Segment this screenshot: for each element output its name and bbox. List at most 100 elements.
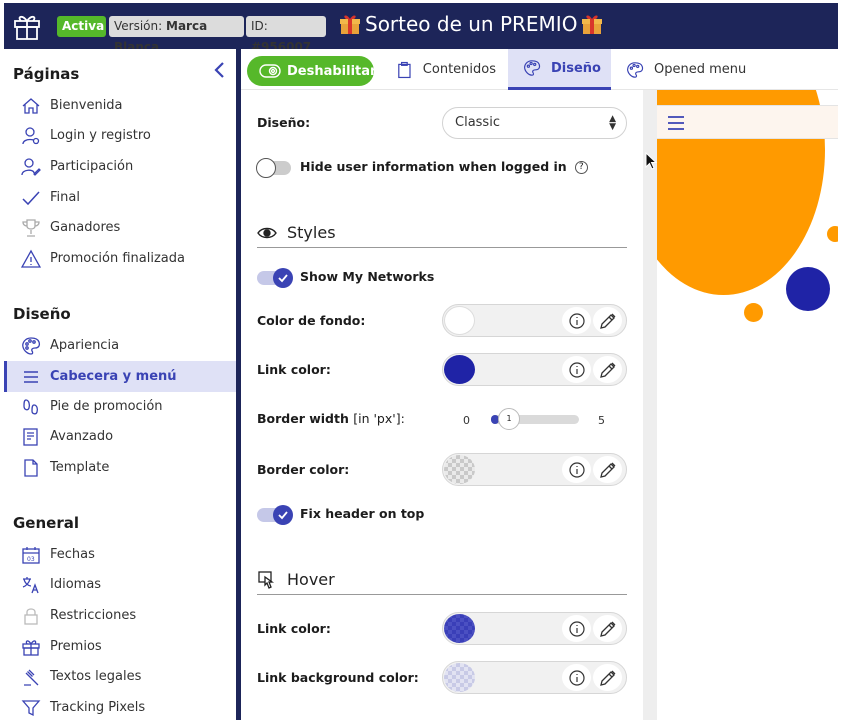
- color-swatch[interactable]: [444, 355, 475, 384]
- slider-fill: [491, 415, 499, 424]
- hide-user-toggle[interactable]: [256, 158, 291, 178]
- range-min: 0: [463, 414, 470, 427]
- hover-link-color-label: Link color:: [257, 621, 331, 636]
- calendar-icon: 03: [22, 547, 40, 564]
- design-select[interactable]: Classic ▲ ▼: [442, 107, 627, 139]
- palette-icon: [22, 337, 41, 355]
- advanced-doc-icon: [23, 428, 38, 446]
- sidebar-item-label: Textos legales: [50, 669, 142, 684]
- show-networks-toggle[interactable]: [257, 268, 293, 288]
- sidebar-item-label: Avanzado: [50, 429, 114, 444]
- gift-icon: [22, 640, 40, 656]
- sidebar-item-label: Premios: [50, 639, 102, 654]
- border-width-slider[interactable]: 1: [491, 408, 579, 430]
- clipboard-icon: [398, 61, 411, 78]
- sidebar-item-premios[interactable]: Premios: [4, 631, 236, 662]
- gift-emoji-icon: [340, 15, 360, 34]
- sidebar-item-idiomas[interactable]: Idiomas: [4, 569, 236, 600]
- select-arrows-icon: ▲ ▼: [609, 114, 616, 132]
- version-badge: Versión: Marca Blanca: [109, 16, 244, 54]
- preview-orange-dot-small: [744, 303, 763, 322]
- bg-color-picker[interactable]: [442, 304, 627, 337]
- tab-diseno[interactable]: Diseño: [508, 49, 611, 90]
- eyedropper-icon[interactable]: [598, 360, 618, 380]
- eye-icon: [257, 227, 277, 238]
- color-swatch[interactable]: [444, 614, 475, 643]
- page-title: Sorteo de un PREMIO: [339, 12, 603, 36]
- mouse-cursor-icon: [645, 152, 658, 170]
- info-icon[interactable]: [567, 311, 587, 331]
- color-swatch[interactable]: [444, 455, 475, 484]
- user-login-icon: [22, 127, 40, 145]
- design-label: Diseño:: [257, 115, 311, 130]
- eyedropper-icon[interactable]: [598, 460, 618, 480]
- sidebar-item-login[interactable]: Login y registro: [4, 120, 236, 151]
- styles-section-title: Styles: [257, 218, 627, 248]
- sidebar-item-tracking-pixels[interactable]: Tracking Pixels: [4, 692, 236, 720]
- hover-section-title: Hover: [257, 565, 627, 595]
- eyedropper-icon[interactable]: [598, 668, 618, 688]
- filter-icon: [21, 700, 41, 717]
- sidebar-item-ganadores[interactable]: Ganadores: [4, 212, 236, 243]
- sidebar-item-label: Fechas: [50, 547, 95, 562]
- palette-icon: [627, 61, 644, 78]
- disable-button[interactable]: Deshabilitar: [247, 56, 376, 86]
- color-swatch[interactable]: [444, 663, 475, 692]
- sidebar-item-bienvenida[interactable]: Bienvenida: [4, 90, 236, 121]
- info-icon[interactable]: [567, 360, 587, 380]
- border-color-label: Border color:: [257, 462, 350, 477]
- sidebar-item-avanzado[interactable]: Avanzado: [4, 421, 236, 452]
- info-icon[interactable]: [567, 460, 587, 480]
- sidebar-item-cabecera-menu[interactable]: Cabecera y menú: [4, 361, 236, 392]
- sidebar-item-participacion[interactable]: Participación: [4, 151, 236, 182]
- info-icon[interactable]: [567, 668, 587, 688]
- tab-contenidos[interactable]: Contenidos: [396, 49, 496, 90]
- fix-header-toggle[interactable]: [257, 505, 293, 525]
- lock-icon: [24, 608, 38, 625]
- palette-icon: [524, 60, 541, 76]
- sidebar-section-title: General: [13, 514, 79, 532]
- sidebar-item-label: Login y registro: [50, 128, 151, 143]
- link-color-picker[interactable]: [442, 353, 627, 386]
- sidebar-item-apariencia[interactable]: Apariencia: [4, 330, 236, 361]
- hamburger-menu-icon[interactable]: [667, 115, 685, 131]
- sidebar-item-template[interactable]: Template: [4, 452, 236, 483]
- sidebar-item-textos-legales[interactable]: Textos legales: [4, 661, 236, 692]
- file-icon: [24, 459, 38, 477]
- sidebar-item-promocion-finalizada[interactable]: Promoción finalizada: [4, 243, 236, 274]
- sidebar-item-fechas[interactable]: 03 Fechas: [4, 539, 236, 570]
- tab-opened-menu[interactable]: Opened menu: [626, 49, 756, 90]
- trophy-icon: [22, 219, 40, 237]
- sidebar-item-label: Bienvenida: [50, 98, 123, 113]
- help-icon[interactable]: ?: [574, 161, 588, 174]
- design-preview: [657, 90, 838, 720]
- preview-gutter: [643, 90, 657, 720]
- id-badge: ID: #956007: [246, 16, 326, 54]
- sidebar-item-label: Tracking Pixels: [50, 700, 146, 715]
- collapse-sidebar-icon[interactable]: [212, 61, 228, 79]
- gift-emoji-icon: [582, 15, 603, 34]
- sidebar: Páginas Bienvenida Login y registro Part…: [4, 49, 236, 720]
- border-color-picker[interactable]: [442, 453, 627, 486]
- sidebar-item-pie-promocion[interactable]: Pie de promoción: [4, 391, 236, 422]
- slider-thumb[interactable]: 1: [498, 408, 520, 430]
- hover-link-color-picker[interactable]: [442, 612, 627, 645]
- sidebar-item-label: Template: [50, 460, 110, 475]
- hover-link-bg-picker[interactable]: [442, 661, 627, 694]
- eyedropper-icon[interactable]: [598, 311, 618, 331]
- footprint-icon: [23, 399, 39, 415]
- show-networks-label: Show My Networks: [300, 269, 435, 284]
- eyedropper-icon[interactable]: [598, 619, 618, 639]
- color-swatch[interactable]: [444, 306, 475, 335]
- design-form: Diseño: Classic ▲ ▼ Hide user information…: [241, 90, 643, 720]
- hide-user-label: Hide user information when logged in?: [300, 159, 588, 174]
- sidebar-item-restricciones[interactable]: Restricciones: [4, 600, 236, 631]
- info-icon[interactable]: [567, 619, 587, 639]
- sidebar-item-label: Promoción finalizada: [50, 251, 185, 266]
- gift-logo-icon[interactable]: [4, 3, 50, 49]
- sidebar-item-label: Pie de promoción: [50, 399, 163, 414]
- preview-orange-dot: [827, 226, 838, 242]
- sidebar-item-label: Apariencia: [50, 338, 120, 353]
- sidebar-item-label: Restricciones: [50, 608, 137, 623]
- sidebar-item-final[interactable]: Final: [4, 182, 236, 213]
